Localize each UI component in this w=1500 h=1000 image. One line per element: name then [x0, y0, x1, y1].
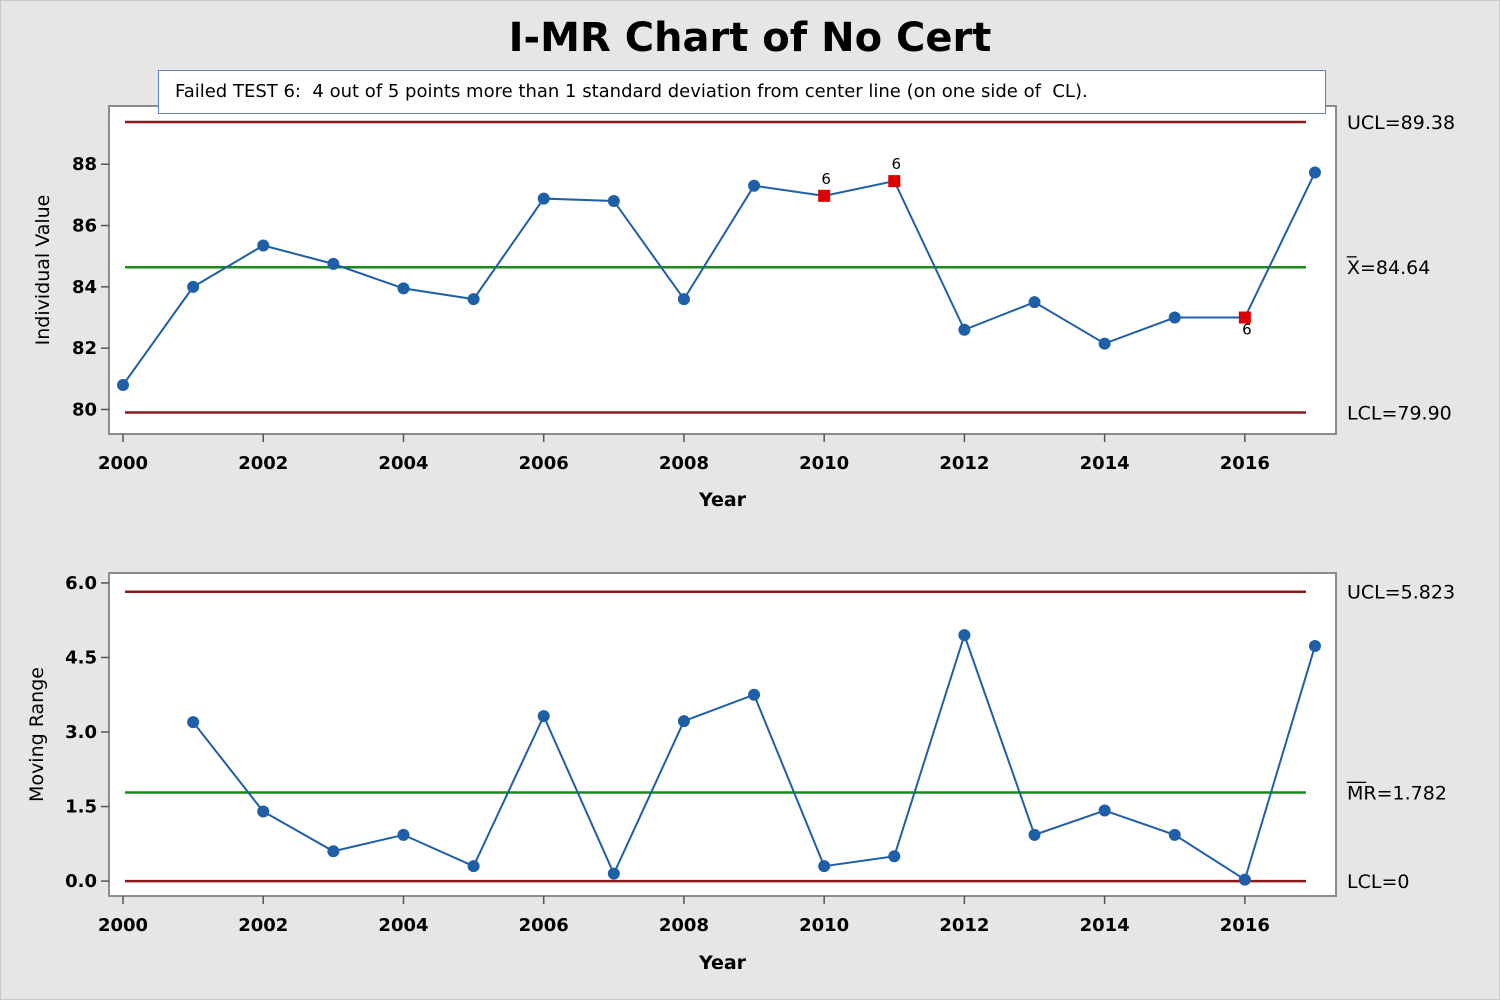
panel1-data-point [748, 179, 761, 192]
panel1-series-line [122, 172, 1316, 386]
panel2-lcl-label: LCL=0 [1347, 871, 1409, 893]
panel2-y-axis-title: Moving Range [26, 667, 48, 802]
panel1-lcl-label: LCL=79.90 [1347, 403, 1452, 425]
panel1-data-point [327, 257, 340, 270]
panel1-x-tick-label: 2004 [378, 453, 428, 474]
panel1-flagged-point [888, 175, 901, 188]
panel1-x-tick-label: 2014 [1080, 453, 1130, 474]
panel2-data-point [257, 805, 270, 818]
panel1-x-tick-label: 2012 [939, 453, 989, 474]
panel2-data-point [397, 828, 410, 841]
panel1-data-point [537, 192, 550, 205]
panel2-data-point [818, 860, 831, 873]
panel2-data-point [1308, 640, 1321, 653]
panel2-data-point [467, 860, 480, 873]
panel1-y-tick-label: 88 [72, 154, 97, 175]
panel2-center-bar-mark: __ [1346, 762, 1367, 784]
panel2-ucl-label: UCL=5.823 [1347, 582, 1455, 604]
panel1-flagged-point [818, 189, 831, 202]
panel2-x-tick-label: 2014 [1080, 915, 1130, 936]
panel1-plot-area [108, 105, 1337, 435]
panel1-data-point [958, 323, 971, 336]
panel2-data-point [888, 850, 901, 863]
panel1-data-point [397, 282, 410, 295]
panel2-x-tick-label: 2000 [98, 915, 148, 936]
panel1-y-tick-label: 82 [72, 338, 97, 359]
panel1-x-tick-label: 2002 [238, 453, 288, 474]
panel2-x-axis-title: Year [698, 952, 747, 974]
panel2-x-tick-label: 2012 [939, 915, 989, 936]
panel2-x-tick-label: 2010 [799, 915, 849, 936]
panel1-data-point [467, 293, 480, 306]
panel2-y-tick-label: 1.5 [65, 797, 97, 818]
panel1-data-point [1168, 311, 1181, 324]
test-failure-note: Failed TEST 6: 4 out of 5 points more th… [158, 70, 1326, 114]
panel1-y-tick-label: 86 [72, 216, 97, 237]
panel1-test-flag-label: 6 [892, 155, 902, 173]
panel2-y-tick-label: 4.5 [65, 647, 97, 668]
panel1-data-point [1308, 166, 1321, 179]
panel1-data-point [117, 378, 130, 391]
panel1-x-tick-label: 2008 [659, 453, 709, 474]
panel2-data-point [537, 710, 550, 723]
panel1-x-tick-label: 2016 [1220, 453, 1270, 474]
panel1-y-axis-title: Individual Value [32, 195, 54, 346]
panel2-y-tick-label: 0.0 [65, 871, 97, 892]
chart-title: I-MR Chart of No Cert [508, 15, 992, 61]
panel2-data-point [677, 715, 690, 728]
panel1-data-point [1098, 337, 1111, 350]
panel2-y-tick-label: 3.0 [65, 722, 97, 743]
panel1-x-tick-label: 2010 [799, 453, 849, 474]
panel2-data-point [1168, 828, 1181, 841]
panel1-ucl-label: UCL=89.38 [1347, 112, 1455, 134]
panel1-data-point [677, 293, 690, 306]
panel1-flagged-point [1238, 311, 1251, 324]
panel1-test-flag-label: 6 [821, 170, 831, 188]
panel2-x-tick-label: 2004 [378, 915, 428, 936]
panel2-x-tick-label: 2002 [238, 915, 288, 936]
panel2-x-tick-label: 2008 [659, 915, 709, 936]
panel1-data-point [607, 195, 620, 208]
panel1-data-point [187, 280, 200, 293]
panel1-y-tick-label: 80 [72, 399, 97, 420]
panel2-x-tick-label: 2016 [1220, 915, 1270, 936]
panel2-data-point [958, 629, 971, 642]
panel2-x-tick-label: 2006 [519, 915, 569, 936]
panel2-data-point [1098, 804, 1111, 817]
panel2-data-point [187, 716, 200, 729]
panel2-data-point [327, 845, 340, 858]
panel1-x-tick-label: 2000 [98, 453, 148, 474]
panel2-y-tick-label: 6.0 [65, 573, 97, 594]
panel1-data-point [1028, 296, 1041, 309]
panel1-test-flag-label: 6 [1242, 321, 1252, 339]
panel1-data-point [257, 239, 270, 252]
panel2-data-point [748, 688, 761, 701]
panel2-data-point [1238, 873, 1251, 886]
panel2-data-point [607, 867, 620, 880]
panel1-center-bar-mark: _ [1346, 236, 1357, 258]
panel2-data-point [1028, 828, 1041, 841]
panel2-center-label: MR=1.782 [1347, 783, 1447, 805]
panel1-center-label: X=84.64 [1347, 257, 1430, 279]
panel1-x-tick-label: 2006 [519, 453, 569, 474]
panel2-plot-area [108, 572, 1337, 897]
panel1-y-tick-label: 84 [72, 277, 97, 298]
panel1-x-axis-title: Year [698, 489, 747, 511]
